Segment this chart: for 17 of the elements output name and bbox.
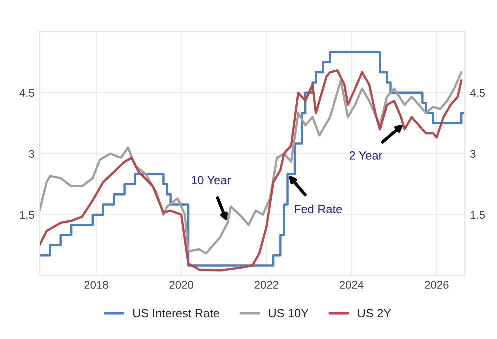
legend-label: US Interest Rate [134,309,220,318]
annotation: 10 Year [192,176,231,185]
x-tick-label: 2020 [170,281,194,289]
x-tick-label: 2024 [340,281,364,289]
y-tick-label: 3 [29,150,34,158]
x-tick-label: 2018 [84,281,108,289]
x-tick-label: 2022 [254,281,278,289]
legend-label: US 2Y [358,309,392,318]
y2-tick-label: 1.5 [470,211,486,220]
y2-tick-label: 3 [470,150,476,158]
annotation: Fed Rate [295,204,342,214]
x-tick-label: 2026 [425,281,449,289]
legend-label: US 10Y [269,309,309,318]
y-tick-label: 1.5 [20,211,34,220]
y-tick-label: 4.5 [20,89,34,98]
y2-tick-label: 4.5 [470,89,486,98]
annotation: 2 Year [350,152,383,160]
